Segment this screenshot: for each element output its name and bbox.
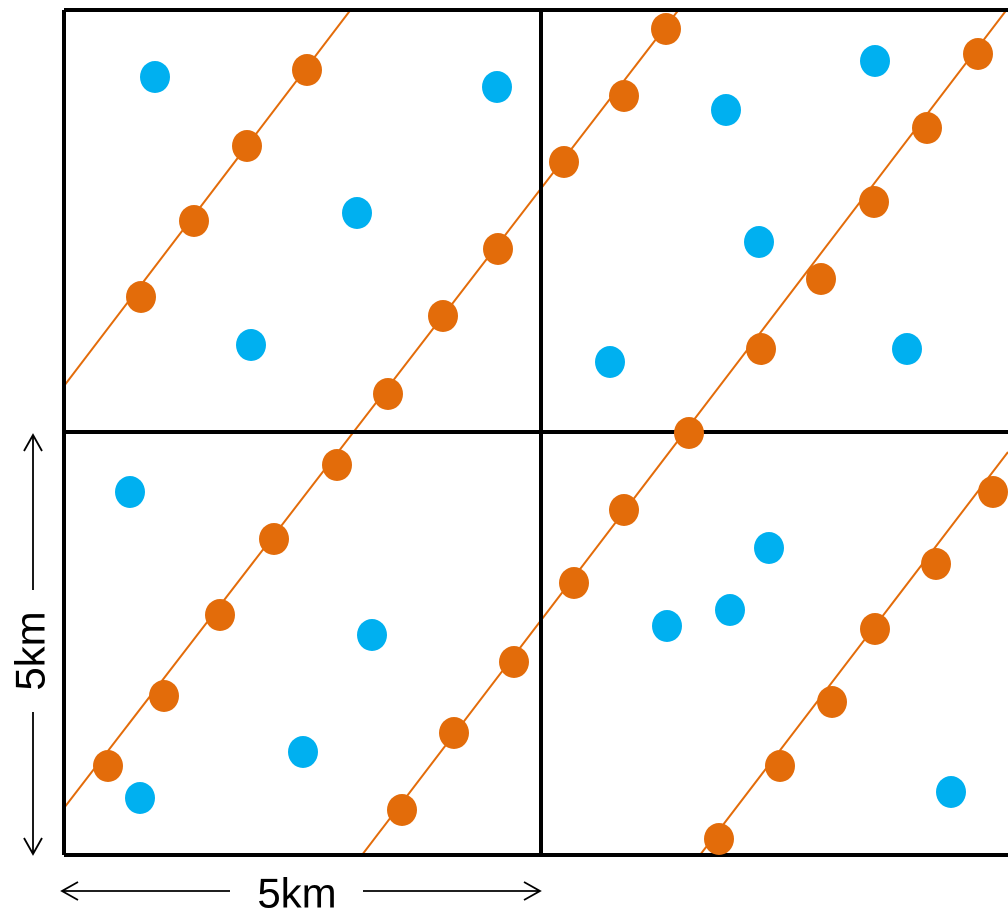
track-point (704, 823, 734, 855)
track-point (179, 205, 209, 237)
track-point (149, 680, 179, 712)
horizontal-dimension: 5km (60, 870, 542, 916)
track-point (765, 750, 795, 782)
track-point (860, 613, 890, 645)
scattered-point (115, 476, 145, 508)
vertical-dimension: 5km (7, 433, 54, 856)
scattered-point (595, 346, 625, 378)
track-point (559, 567, 589, 599)
track-point (205, 599, 235, 631)
track-point (373, 378, 403, 410)
track-point (439, 717, 469, 749)
track-point (921, 548, 951, 580)
scattered-point (860, 45, 890, 77)
track-point (428, 300, 458, 332)
scattered-point (140, 61, 170, 93)
track-point (912, 112, 942, 144)
track-point (387, 794, 417, 826)
scattered-point (652, 610, 682, 642)
track-point (817, 686, 847, 718)
track-point (549, 146, 579, 178)
scattered-point (125, 782, 155, 814)
scattered-point (744, 226, 774, 258)
scattered-point (482, 71, 512, 103)
vertical-arrowhead-up (23, 433, 43, 452)
track-point (93, 750, 123, 782)
track-point (609, 494, 639, 526)
track-point (609, 80, 639, 112)
scattered-point (936, 776, 966, 808)
track-point (963, 38, 993, 70)
vertical-arrowhead-down (23, 837, 43, 856)
vertical-dimension-label: 5km (7, 611, 54, 690)
track-point (806, 263, 836, 295)
track-point (259, 523, 289, 555)
scattered-point (236, 329, 266, 361)
track-point (499, 646, 529, 678)
grid-cells (62, 8, 1008, 857)
track-point (322, 449, 352, 481)
horizontal-dimension-label: 5km (257, 870, 336, 912)
scattered-point (892, 333, 922, 365)
track-point (674, 417, 704, 449)
track-point (651, 13, 681, 45)
scattered-point (754, 532, 784, 564)
horizontal-arrowhead-left (60, 881, 79, 901)
scattered-point (342, 197, 372, 229)
track-line-4 (699, 451, 1008, 855)
scattered-point (288, 736, 318, 768)
points-layer (93, 13, 1008, 855)
track-point (978, 476, 1008, 508)
scattered-point (711, 94, 741, 126)
track-point (859, 186, 889, 218)
track-point (746, 333, 776, 365)
scattered-point (357, 619, 387, 651)
track-point (292, 54, 322, 86)
scattered-point (715, 594, 745, 626)
track-line-2 (64, 10, 680, 809)
track-point (232, 130, 262, 162)
track-point (126, 281, 156, 313)
track-point (483, 233, 513, 265)
horizontal-arrowhead-right (523, 881, 542, 901)
